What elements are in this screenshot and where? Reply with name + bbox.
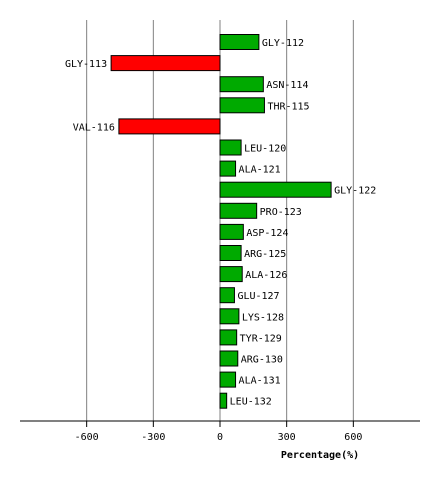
bar-label: ASN-114 [266, 80, 308, 91]
bar-label: GLY-113 [65, 59, 107, 70]
bar-label: ASP-124 [246, 228, 288, 239]
bar-label: ARG-130 [241, 355, 283, 366]
bar [219, 97, 265, 114]
bar-label: ALA-126 [245, 270, 287, 281]
x-axis-title: Percentage(%) [281, 450, 359, 461]
bar [219, 160, 237, 177]
bar-label: ALA-121 [239, 165, 281, 176]
bar [219, 350, 239, 367]
bar-label: THR-115 [267, 101, 309, 112]
bar [219, 223, 244, 240]
bar-label: ALA-131 [239, 376, 281, 387]
bar-label: TYR-129 [240, 333, 282, 344]
bar [219, 245, 242, 261]
x-axis-ticks: -600 -300 0 300 600 [75, 421, 362, 443]
x-tick-label: -600 [75, 432, 99, 443]
bar [219, 329, 238, 346]
bar [219, 371, 237, 388]
bar [219, 287, 235, 304]
bar [219, 202, 258, 219]
x-tick-label: -300 [141, 432, 165, 443]
bar-label: LEU-132 [230, 397, 272, 408]
bar [219, 308, 240, 325]
bar-label: VAL-116 [73, 122, 115, 133]
bar-label: ARG-125 [244, 249, 286, 260]
bar-label: LYS-128 [242, 312, 284, 323]
bar [219, 139, 242, 156]
x-tick-label: 600 [344, 432, 362, 443]
x-tick-label: 300 [278, 432, 296, 443]
bar [219, 266, 243, 283]
bar [219, 76, 264, 93]
bar [219, 34, 260, 50]
bar-label: GLY-122 [334, 186, 376, 197]
x-tick-label: 0 [217, 432, 223, 443]
bar [110, 55, 221, 72]
bars [110, 34, 332, 409]
bar-label: PRO-123 [260, 207, 302, 218]
bar-label: GLU-127 [237, 291, 279, 302]
bar-label: GLY-112 [262, 38, 304, 49]
bar-labels: GLY-112 GLY-113 ASN-114 THR-115 VAL-116 LEU-1… [65, 38, 376, 408]
bar [118, 118, 221, 135]
bar [219, 392, 228, 409]
bar [219, 181, 332, 198]
bar-label: LEU-120 [244, 144, 286, 155]
